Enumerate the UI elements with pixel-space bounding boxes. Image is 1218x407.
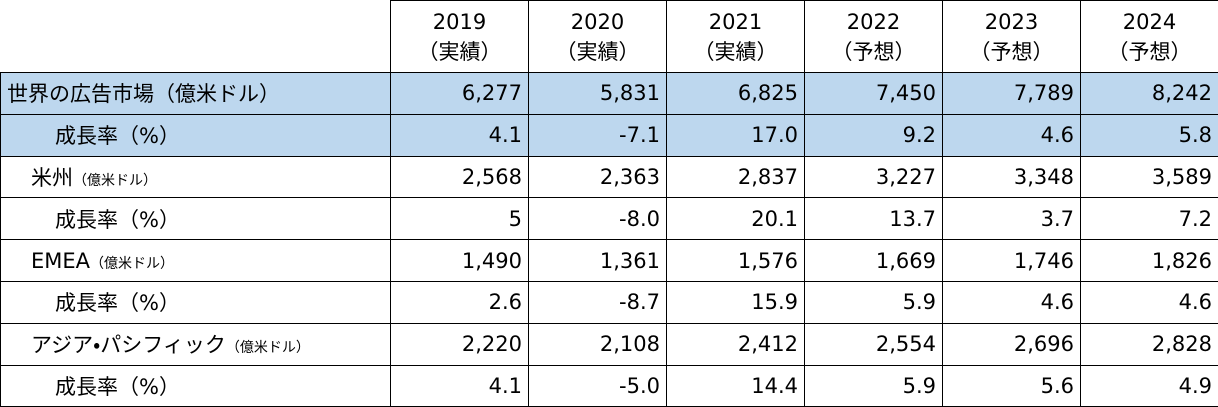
value-cell: 3,348 — [942, 155, 1081, 199]
value-cell: 5,831 — [528, 72, 667, 115]
row-label: 成長率（%） — [55, 374, 180, 399]
value-cell: 4.6 — [942, 113, 1081, 157]
value-cell: 1,361 — [528, 239, 667, 282]
data-row: アジア・パシフィック（億米ドル） 2,220 2,108 2,412 2,554 2,69… — [0, 322, 1218, 366]
value-cell: 7,789 — [942, 72, 1081, 115]
value-cell: 4.1 — [390, 364, 529, 407]
value-cell: 2,828 — [1080, 322, 1218, 366]
year: 2024 — [1122, 9, 1177, 34]
data-row: 成長率（%） 5 -8.0 20.1 13.7 3.7 7.2 — [0, 197, 1218, 241]
value-cell: 8,242 — [1080, 72, 1218, 115]
header-cell: 2024 （予想） — [1080, 0, 1218, 73]
data-row: 成長率（%） 4.1 -5.0 14.4 5.9 5.6 4.9 — [0, 364, 1218, 407]
row-label-cell: 世界の広告市場（億米ドル） — [0, 72, 391, 115]
value-cell: 3,227 — [804, 155, 943, 199]
value-cell: -8.7 — [528, 280, 667, 324]
row-label: 成長率（%） — [55, 124, 180, 149]
value-cell: -8.0 — [528, 197, 667, 241]
header-cell: 2023 （予想） — [942, 0, 1081, 73]
row-label-cell: アジア・パシフィック（億米ドル） — [0, 322, 391, 366]
value-cell: 2,554 — [804, 322, 943, 366]
year: 2021 — [708, 9, 763, 34]
row-label-cell: 米州（億米ドル） — [0, 155, 391, 199]
value-cell: 20.1 — [666, 197, 805, 241]
value-cell: 6,825 — [666, 72, 805, 115]
row-label: 成長率（%） — [55, 207, 180, 232]
value-cell: 5.6 — [942, 364, 1081, 407]
value-cell: 5.8 — [1080, 113, 1218, 157]
row-label-cell: 成長率（%） — [0, 197, 391, 241]
value-cell: 4.6 — [1080, 280, 1218, 324]
header-cell: 2022 （予想） — [804, 0, 943, 73]
value-cell: 7.2 — [1080, 197, 1218, 241]
value-cell: 5.9 — [804, 280, 943, 324]
value-cell: 1,669 — [804, 239, 943, 282]
value-cell: 9.2 — [804, 113, 943, 157]
header-row: 2019 （実績） 2020 （実績） 2021 （実績） 2022 （予想） 2023 （予想）… — [0, 0, 1218, 73]
value-cell: 1,576 — [666, 239, 805, 282]
value-cell: 1,490 — [390, 239, 529, 282]
row-label-cell: 成長率（%） — [0, 364, 391, 407]
value-cell: 15.9 — [666, 280, 805, 324]
value-cell: 3,589 — [1080, 155, 1218, 199]
year: 2020 — [570, 9, 625, 34]
value-cell: 4.9 — [1080, 364, 1218, 407]
row-label: 世界の広告市場（億米ドル） — [7, 82, 280, 107]
row-label-cell: 成長率（%） — [0, 280, 391, 324]
header-cell: 2020 （実績） — [528, 0, 667, 73]
value-cell: 4.6 — [942, 280, 1081, 324]
year: 2023 — [984, 9, 1039, 34]
data-row: 世界の広告市場（億米ドル） 6,277 5,831 6,825 7,450 7,789 8,… — [0, 72, 1218, 115]
value-cell: 2,363 — [528, 155, 667, 199]
row-label: EMEA — [31, 248, 91, 273]
year-note: （実績） — [693, 39, 778, 64]
row-label: 成長率（%） — [55, 291, 180, 316]
row-unit: （億米ドル） — [225, 340, 310, 357]
value-cell: 4.1 — [390, 113, 529, 157]
row-label: 米州 — [31, 165, 73, 190]
row-unit: （億米ドル） — [73, 172, 157, 189]
data-row: 成長率（%） 4.1 -7.1 17.0 9.2 4.6 5.8 — [0, 113, 1218, 157]
value-cell: 2,220 — [390, 322, 529, 366]
value-cell: -5.0 — [528, 364, 667, 407]
value-cell: 2.6 — [390, 280, 529, 324]
value-cell: 1,746 — [942, 239, 1081, 282]
year-note: （実績） — [417, 39, 502, 64]
year: 2019 — [432, 9, 487, 34]
value-cell: 2,837 — [666, 155, 805, 199]
year: 2022 — [846, 9, 901, 34]
data-row: 成長率（%） 2.6 -8.7 15.9 5.9 4.6 4.6 — [0, 280, 1218, 324]
data-row: EMEA（億米ドル） 1,490 1,361 1,576 1,669 1,746 1,826 — [0, 239, 1218, 282]
year-note: （予想） — [1107, 39, 1192, 64]
value-cell: 13.7 — [804, 197, 943, 241]
value-cell: 5 — [390, 197, 529, 241]
value-cell: 2,108 — [528, 322, 667, 366]
year-note: （予想） — [831, 39, 916, 64]
data-row: 米州（億米ドル） 2,568 2,363 2,837 3,227 3,348 3,589 — [0, 155, 1218, 199]
year-note: （予想） — [969, 39, 1054, 64]
value-cell: 2,696 — [942, 322, 1081, 366]
header-cell: 2021 （実績） — [666, 0, 805, 73]
value-cell: 7,450 — [804, 72, 943, 115]
value-cell: 1,826 — [1080, 239, 1218, 282]
value-cell: 5.9 — [804, 364, 943, 407]
value-cell: 2,568 — [390, 155, 529, 199]
value-cell: 6,277 — [390, 72, 529, 115]
value-cell: 2,412 — [666, 322, 805, 366]
row-label-cell: EMEA（億米ドル） — [0, 239, 391, 282]
value-cell: -7.1 — [528, 113, 667, 157]
value-cell: 3.7 — [942, 197, 1081, 241]
corner-cell — [0, 0, 391, 73]
row-label: アジア・パシフィック — [31, 333, 226, 358]
value-cell: 17.0 — [666, 113, 805, 157]
year-note: （実績） — [555, 39, 640, 64]
row-unit: （億米ドル） — [90, 255, 175, 272]
value-cell: 14.4 — [666, 364, 805, 407]
header-cell: 2019 （実績） — [390, 0, 529, 73]
row-label-cell: 成長率（%） — [0, 113, 391, 157]
